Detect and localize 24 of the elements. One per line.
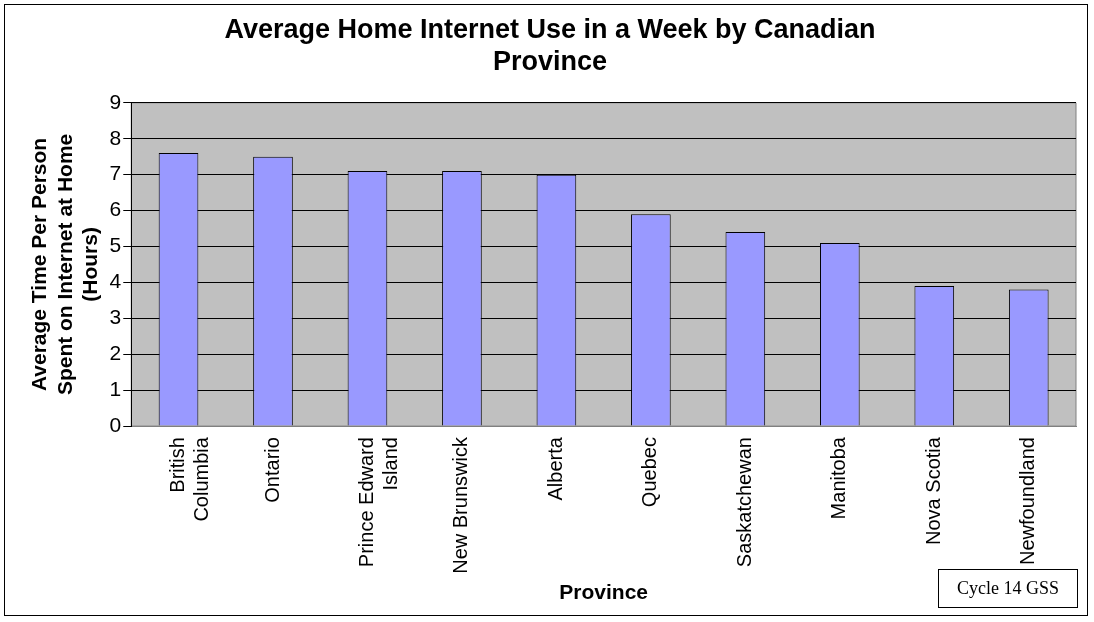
x-tick-label: British Columbia <box>166 436 213 522</box>
y-tick-label: 0 <box>109 412 122 436</box>
y-tick-label: 8 <box>109 125 122 149</box>
chart-title: Average Home Internet Use in a Week by Canadian Province <box>224 13 876 77</box>
y-tick-label: 6 <box>109 197 122 221</box>
x-tick-label: Ontario <box>260 437 283 503</box>
x-tick-label: Prince Edward Island <box>354 437 401 568</box>
y-tick-label: 3 <box>109 305 122 329</box>
x-tick-label: Manitoba <box>827 436 850 520</box>
x-tick-label: Nova Scotia <box>921 436 944 545</box>
x-tick-label: Quebec <box>638 437 661 508</box>
text: Cycle 14 GSS <box>937 569 1078 608</box>
y-tick-label: 4 <box>109 269 122 293</box>
x-tick-label: Saskatchewan <box>732 437 755 568</box>
x-axis-title: Province <box>559 580 648 604</box>
x-tick-label: Newfoundland <box>1016 437 1039 565</box>
x-tick-label: New Brunswick <box>449 436 472 574</box>
y-tick-label: 1 <box>109 376 122 400</box>
y-axis-title: Average Time Per Person Spent on Internet at Home (Hours) <box>27 133 101 396</box>
y-tick-label: 2 <box>109 341 122 365</box>
y-tick-label: 5 <box>109 233 122 257</box>
x-tick-label: Alberta <box>543 436 566 501</box>
y-tick-label: 9 <box>109 89 122 113</box>
y-tick-label: 7 <box>109 161 122 185</box>
